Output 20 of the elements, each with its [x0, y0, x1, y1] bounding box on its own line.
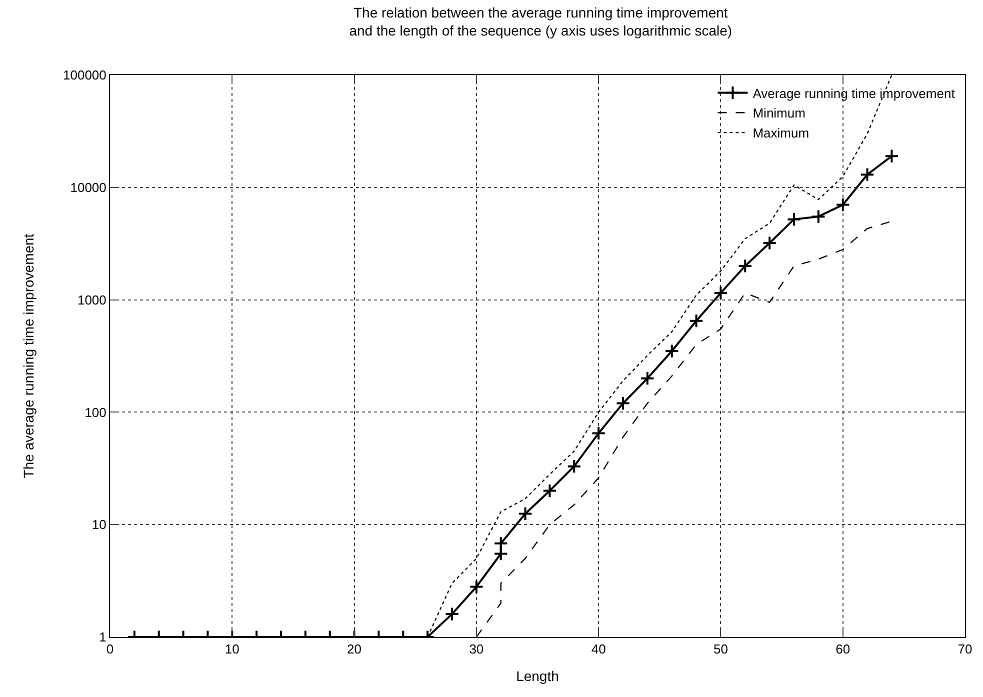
x-axis-title: Length: [516, 668, 559, 684]
chart-title: The relation between the average running time improvement and the length of the sequence (y axis uses logarithmic scale): [349, 4, 732, 39]
x-tick-label: 40: [591, 642, 606, 657]
y-tick-label: 10000: [70, 180, 106, 195]
x-tick-label: 20: [347, 642, 362, 657]
x-tick-label: 0: [106, 642, 114, 657]
y-tick-label: 100000: [63, 68, 106, 83]
legend-label: Maximum: [752, 126, 810, 141]
legend-label: Minimum: [752, 106, 806, 121]
x-tick-label: 30: [469, 642, 484, 657]
y-tick-label: 10: [92, 517, 106, 532]
x-tick-label: 10: [224, 642, 240, 657]
y-tick-label: 100: [84, 404, 106, 420]
x-tick-label: 60: [836, 642, 850, 657]
y-tick-label: 1000: [77, 292, 106, 308]
x-tick-label: 70: [958, 642, 972, 657]
y-axis-title: The average running time improvement: [20, 234, 37, 478]
legend-label: Average running time improvement: [752, 86, 956, 101]
y-tick-label: 1: [99, 630, 106, 645]
x-tick-label: 50: [713, 642, 728, 657]
